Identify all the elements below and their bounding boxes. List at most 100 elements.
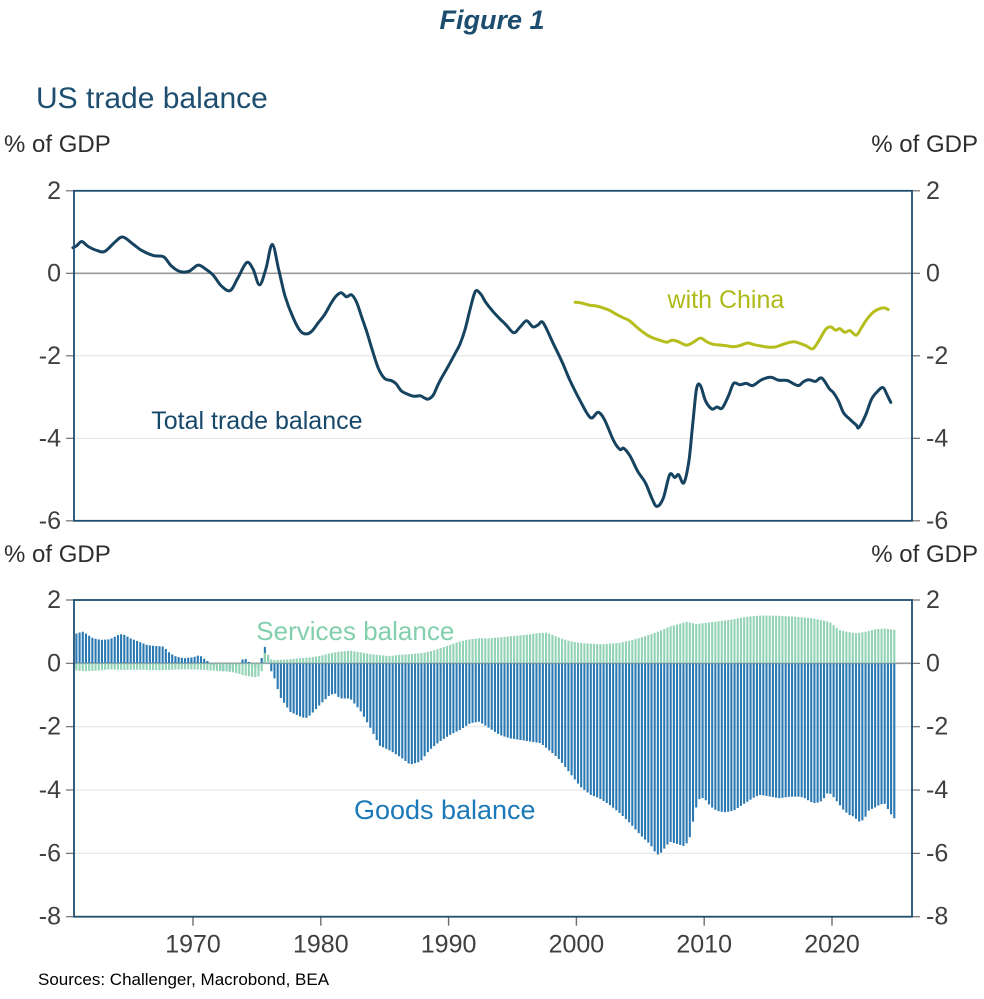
bar-goods-balance <box>691 663 695 822</box>
bar-services-balance <box>209 663 212 671</box>
bar-goods-balance <box>340 663 343 699</box>
y-axis-label-left: -6 <box>39 507 61 535</box>
bar-services-balance <box>580 643 583 664</box>
bar-services-balance <box>707 622 711 664</box>
bar-goods-balance <box>628 663 631 823</box>
bar-services-balance <box>503 636 506 664</box>
bar-services-balance <box>573 642 576 664</box>
bar-goods-balance <box>644 663 647 840</box>
bar-services-balance <box>97 663 100 671</box>
bar-services-balance <box>810 618 813 664</box>
bar-goods-balance <box>158 646 161 664</box>
bar-goods-balance <box>471 663 474 723</box>
source-note: Sources: Challenger, Macrobond, BEA <box>38 970 330 989</box>
bar-services-balance <box>832 625 835 664</box>
bar-services-balance <box>474 638 477 664</box>
bar-services-balance <box>350 650 353 664</box>
bar-goods-balance <box>682 663 685 846</box>
bar-goods-balance <box>88 635 91 664</box>
bar-goods-balance <box>621 663 624 816</box>
bar-services-balance <box>257 663 260 677</box>
bar-services-balance <box>385 655 388 664</box>
bar-goods-balance <box>554 663 557 757</box>
bar-goods-balance <box>746 663 749 802</box>
bar-goods-balance <box>509 663 512 739</box>
bar-services-balance <box>564 639 567 664</box>
bar-goods-balance <box>806 663 810 801</box>
bar-services-balance <box>129 663 132 670</box>
bar-services-balance <box>886 629 889 664</box>
bar-services-balance <box>359 652 362 664</box>
bar-services-balance <box>688 622 691 664</box>
bar-goods-balance <box>161 646 164 664</box>
bar-goods-balance <box>343 663 346 699</box>
bar-goods-balance <box>743 663 746 804</box>
bar-goods-balance <box>318 663 321 706</box>
bar-goods-balance <box>874 663 877 808</box>
bar-services-balance <box>797 617 800 664</box>
bar-goods-balance <box>388 663 391 751</box>
bar-goods-balance <box>781 663 784 798</box>
y-axis-label-left: 0 <box>47 259 61 287</box>
bar-goods-balance <box>145 644 148 664</box>
bar-goods-balance <box>762 663 765 796</box>
bar-services-balance <box>576 642 580 664</box>
bar-services-balance <box>644 636 647 664</box>
bar-goods-balance <box>599 663 602 799</box>
bar-services-balance <box>337 651 340 664</box>
bar-goods-balance <box>500 663 503 736</box>
bar-services-balance <box>800 617 803 664</box>
bar-goods-balance <box>647 663 650 843</box>
bar-goods-balance <box>445 663 449 737</box>
bar-goods-balance <box>685 663 688 844</box>
bar-goods-balance <box>407 663 410 764</box>
bar-goods-balance <box>720 663 723 812</box>
bar-goods-balance <box>663 663 666 849</box>
bar-services-balance <box>589 643 592 664</box>
bar-goods-balance <box>414 663 417 764</box>
bar-goods-balance <box>640 663 643 837</box>
bar-services-balance <box>829 622 832 664</box>
bar-goods-balance <box>404 663 407 761</box>
bar-goods-balance <box>458 663 461 731</box>
bar-goods-balance <box>822 663 826 799</box>
bar-goods-balance <box>576 663 580 784</box>
bar-goods-balance <box>474 663 477 723</box>
bar-goods-balance <box>487 663 490 728</box>
x-axis-label: 2010 <box>676 931 732 959</box>
bar-services-balance <box>174 663 177 670</box>
bar-goods-balance <box>813 663 816 804</box>
bar-goods-balance <box>420 663 423 761</box>
bar-services-balance <box>602 644 605 664</box>
bar-goods-balance <box>481 663 484 724</box>
bar-services-balance <box>522 635 525 664</box>
bar-goods-balance <box>276 663 279 690</box>
bar-goods-balance <box>548 663 551 751</box>
bar-goods-balance <box>672 663 675 843</box>
plot-frame <box>73 189 913 522</box>
bar-services-balance <box>647 635 650 664</box>
bar-services-balance <box>484 638 487 664</box>
bar-services-balance <box>787 616 790 664</box>
bar-services-balance <box>864 631 867 664</box>
bar-goods-balance <box>330 663 334 695</box>
bar-goods-balance <box>506 663 509 738</box>
bar-goods-balance <box>298 663 302 717</box>
bar-goods-balance <box>631 663 634 826</box>
bar-goods-balance <box>861 663 864 821</box>
bar-services-balance <box>161 663 164 671</box>
bar-services-balance <box>279 659 282 664</box>
bar-services-balance <box>650 634 653 664</box>
bar-goods-balance <box>890 663 893 815</box>
bar-services-balance <box>158 663 161 671</box>
bar-goods-balance <box>321 663 324 703</box>
bar-services-balance <box>362 652 365 664</box>
bar-services-balance <box>771 615 774 664</box>
bar-services-balance <box>592 643 596 664</box>
bar-services-balance <box>429 651 433 664</box>
bar-goods-balance <box>107 639 110 664</box>
bar-services-balance <box>238 663 241 675</box>
bar-goods-balance <box>171 654 174 664</box>
bar-services-balance <box>497 637 500 664</box>
bar-services-balance <box>669 626 672 664</box>
